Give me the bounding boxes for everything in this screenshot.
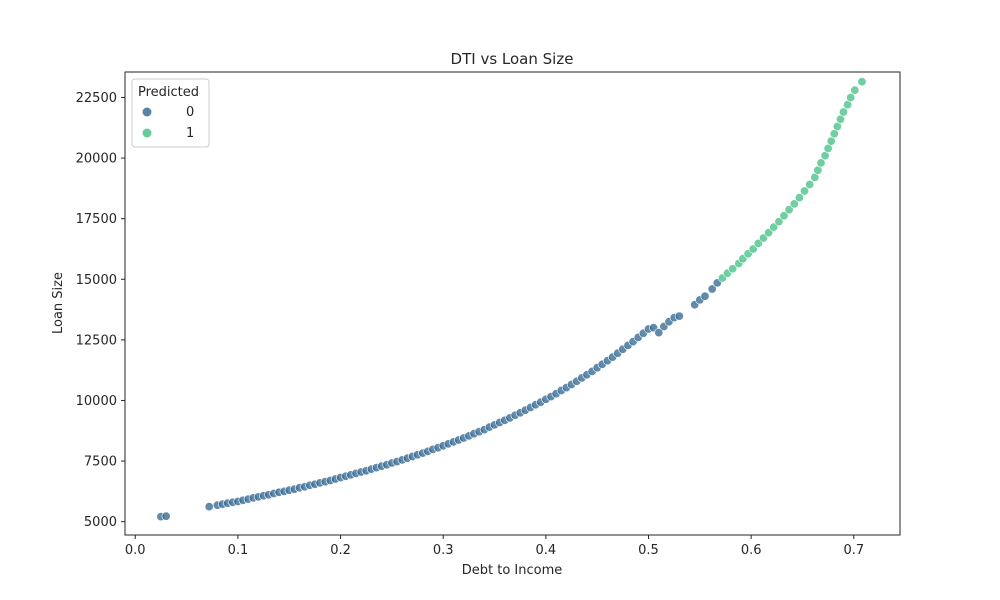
y-axis: 5000 7500 10000 12500 15000 17500 20000 22500 [76, 91, 125, 530]
point-series-0-1 [161, 511, 171, 521]
point-series-0-2 [204, 502, 214, 512]
x-tick-label: 0.6 [741, 543, 762, 558]
legend: Predicted 0 1 [131, 78, 210, 148]
chart-title: DTI vs Loan Size [451, 50, 574, 68]
x-tick-label: 0.2 [330, 543, 351, 558]
point-series-1-16 [799, 186, 809, 196]
point-series-1-13 [784, 205, 794, 215]
y-tick-label: 22500 [76, 91, 117, 106]
point-series-0-97 [707, 284, 717, 294]
y-tick-label: 15000 [76, 273, 117, 288]
point-series-0-93 [674, 311, 684, 321]
x-tick-label: 0.0 [125, 543, 146, 558]
point-series-0-96 [700, 291, 710, 301]
legend-marker-0 [142, 107, 152, 117]
point-series-1-10 [769, 222, 779, 232]
y-tick-label: 10000 [76, 394, 117, 409]
point-series-1-27 [838, 107, 848, 117]
legend-marker-1 [142, 128, 152, 138]
point-series-1-20 [816, 158, 826, 168]
x-axis: 0.0 0.1 0.2 0.3 0.4 0.5 0.6 0.7 [125, 535, 864, 558]
point-series-1-2 [728, 264, 738, 274]
point-series-1-6 [748, 244, 758, 254]
y-tick-label: 17500 [76, 212, 117, 227]
point-series-1-30 [850, 85, 860, 95]
x-tick-label: 0.7 [843, 543, 864, 558]
point-series-1-17 [805, 180, 815, 190]
x-tick-label: 0.4 [536, 543, 557, 558]
x-tick-label: 0.3 [433, 543, 454, 558]
point-series-1-12 [779, 211, 789, 221]
x-tick-label: 0.1 [228, 543, 249, 558]
y-tick-label: 20000 [76, 152, 117, 167]
y-tick-label: 12500 [76, 333, 117, 348]
point-series-1-7 [753, 238, 763, 248]
x-axis-label: Debt to Income [462, 563, 563, 578]
x-tick-label: 0.5 [638, 543, 659, 558]
point-series-1-31 [857, 77, 867, 87]
legend-label-0: 0 [186, 105, 194, 120]
y-tick-label: 5000 [84, 515, 117, 530]
y-axis-label: Loan Size [51, 272, 66, 334]
point-series-0-89 [654, 328, 664, 338]
point-series-1-9 [764, 228, 774, 238]
point-series-1-11 [774, 217, 784, 227]
legend-box [131, 78, 210, 148]
y-tick-label: 7500 [84, 455, 117, 470]
point-series-1-14 [789, 199, 799, 209]
point-series-1-15 [794, 193, 804, 203]
legend-title: Predicted [138, 85, 199, 100]
legend-label-1: 1 [186, 126, 194, 141]
plot-frame [124, 71, 901, 536]
point-series-1-29 [846, 93, 856, 103]
points-layer [156, 77, 867, 522]
